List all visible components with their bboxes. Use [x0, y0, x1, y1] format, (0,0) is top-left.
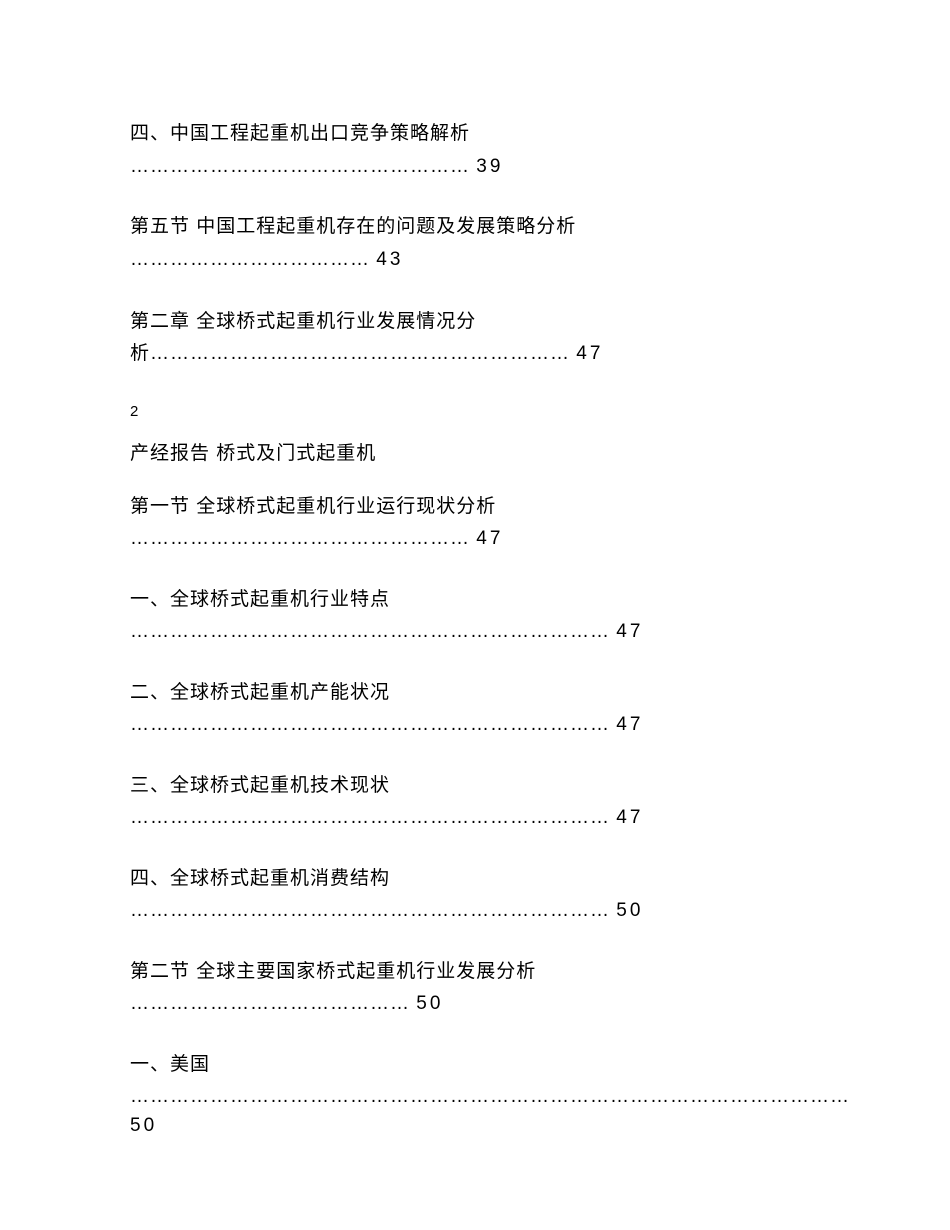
toc-dots: ……………………………… [130, 249, 370, 270]
toc-dots: ……………………………………………………………… [130, 621, 610, 642]
toc-entry: 一、全球桥式起重机行业特点 ……………………………………………………………… 4… [130, 586, 830, 647]
toc-page-number: 47 [476, 528, 503, 549]
toc-entry: 四、中国工程起重机出口竞争策略解析 …………………………………………… 39 [130, 120, 830, 181]
toc-dots: ……………………………………………………………… [130, 807, 610, 828]
toc-entry: 第二节 全球主要国家桥式起重机行业发展分析 …………………………………… 50 [130, 958, 830, 1019]
toc-page-number: 50 [616, 900, 643, 921]
toc-dots: ……………………………………………………………… [130, 900, 610, 921]
document-header: 产经报告 桥式及门式起重机 [130, 438, 830, 465]
toc-entry-title: 第一节 全球桥式起重机行业运行现状分析 [130, 493, 830, 522]
toc-entry-title: 一、美国 [130, 1051, 830, 1080]
toc-entry-title: 三、全球桥式起重机技术现状 [130, 772, 830, 801]
toc-entry-title: 第二节 全球主要国家桥式起重机行业发展分析 [130, 958, 830, 987]
toc-page-number: 50 [416, 993, 443, 1014]
toc-entry: 第一节 全球桥式起重机行业运行现状分析 …………………………………………… 47 [130, 493, 830, 554]
toc-entry: 第二章 全球桥式起重机行业发展情况分 析……………………………………………………… [130, 306, 830, 371]
toc-dots: ……………………………………………………………………………………………… [130, 1086, 850, 1107]
toc-page-number: 50 [130, 1115, 157, 1136]
toc-entry-dots-page: ……………………………………………………………… 47 [130, 711, 830, 740]
toc-entry-dots-page: ……………………………… 43 [130, 246, 830, 275]
toc-dots: …………………………………………… [130, 156, 470, 177]
toc-entry-title: 四、全球桥式起重机消费结构 [130, 865, 830, 894]
toc-dots: …………………………………… [130, 993, 410, 1014]
toc-dots: …………………………………………… [130, 528, 470, 549]
toc-entry-title: 四、中国工程起重机出口竞争策略解析 [130, 120, 830, 149]
toc-entry-title: 一、全球桥式起重机行业特点 [130, 586, 830, 615]
toc-dots: ……………………………………………………………… [130, 714, 610, 735]
toc-entry: 第五节 中国工程起重机存在的问题及发展策略分析 ……………………………… 43 [130, 213, 830, 274]
toc-page-number: 47 [616, 807, 643, 828]
toc-entry-dots-page: …………………………………… 50 [130, 990, 830, 1019]
page-marker: 2 [130, 403, 830, 420]
toc-entry-title: 第五节 中国工程起重机存在的问题及发展策略分析 [130, 213, 830, 242]
toc-entry-dots-page: …………………………………………… 47 [130, 525, 830, 554]
toc-entry-dots-page: ……………………………………………………………… 47 [130, 804, 830, 833]
toc-entry-dots-page: ……………………………………………………………………………………………… 50 [130, 1083, 830, 1140]
toc-entry: 四、全球桥式起重机消费结构 ……………………………………………………………… 5… [130, 865, 830, 926]
toc-entry: 三、全球桥式起重机技术现状 ……………………………………………………………… 4… [130, 772, 830, 833]
toc-entry-dots-page: …………………………………………… 39 [130, 153, 830, 182]
toc-page-number: 39 [476, 156, 503, 177]
toc-title-line2-with-dots: 析……………………………………………………… [130, 343, 570, 364]
toc-entry-dots-page: ……………………………………………………………… 47 [130, 618, 830, 647]
toc-entry: 二、全球桥式起重机产能状况 ……………………………………………………………… 4… [130, 679, 830, 740]
toc-page-number: 47 [616, 714, 643, 735]
toc-entry-dots-page: ……………………………………………………………… 50 [130, 897, 830, 926]
toc-page-number: 47 [576, 343, 603, 364]
toc-entry: 一、美国 ……………………………………………………………………………………………… [130, 1051, 830, 1141]
toc-entry-title: 二、全球桥式起重机产能状况 [130, 679, 830, 708]
toc-page-number: 47 [616, 621, 643, 642]
toc-title-line1: 第二章 全球桥式起重机行业发展情况分 [130, 311, 476, 332]
toc-page-number: 43 [376, 249, 403, 270]
toc-entry-multiline: 第二章 全球桥式起重机行业发展情况分 析……………………………………………………… [130, 306, 830, 371]
